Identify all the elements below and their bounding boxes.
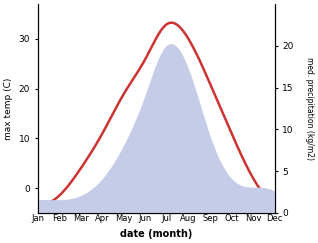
X-axis label: date (month): date (month) (120, 229, 192, 239)
Y-axis label: med. precipitation (kg/m2): med. precipitation (kg/m2) (305, 57, 314, 160)
Y-axis label: max temp (C): max temp (C) (4, 77, 13, 140)
